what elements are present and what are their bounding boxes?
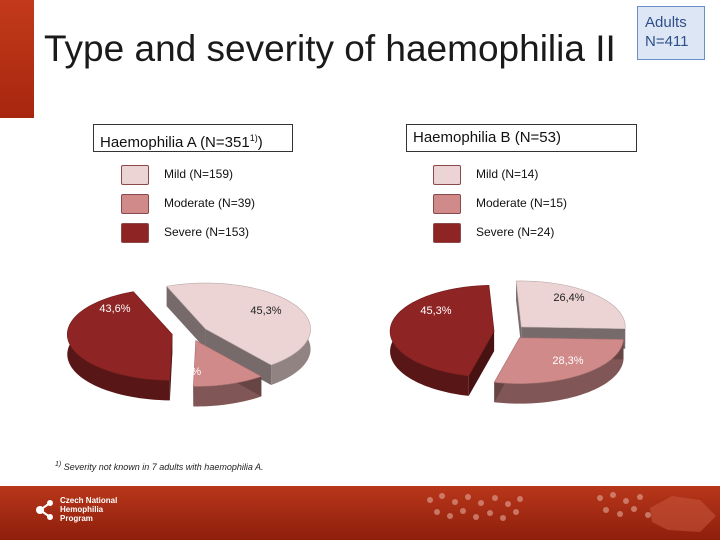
legend-label: Moderate (N=15) — [476, 196, 568, 210]
pie-chart-a: 45,3% 11,1% 43,6% — [66, 282, 311, 407]
chart-b-title: Haemophilia B (N=53) — [406, 124, 637, 152]
pie-slice — [515, 280, 626, 330]
pie-chart-b: 26,4% 28,3% 45,3% — [389, 280, 626, 404]
page-title: Type and severity of haemophilia II — [44, 28, 616, 69]
slice-label: 45,3% — [250, 305, 281, 317]
pie-slice — [193, 339, 263, 387]
logo-text: Czech National Hemophilia Program — [60, 496, 117, 523]
pie-slice-wall — [166, 286, 206, 350]
slice-label: 11,1% — [171, 366, 202, 378]
adults-count-box: Adults N=411 — [637, 6, 705, 60]
pie-slice — [166, 282, 311, 366]
chart-a-title-text: Haemophilia A (N=351 — [100, 134, 250, 151]
logo-line: Program — [60, 514, 93, 523]
pie-slice — [389, 285, 495, 377]
footer-decoration — [427, 492, 716, 532]
legend-label: Moderate (N=39) — [164, 196, 256, 210]
legend-label: Severe (N=24) — [476, 225, 555, 239]
slice-label: 45,3% — [420, 305, 451, 317]
adults-label: Adults — [645, 14, 687, 31]
swatch-severe — [433, 223, 461, 243]
swatch-moderate — [121, 194, 149, 214]
logo-icon — [36, 500, 53, 520]
footnote-marker: 1) — [55, 461, 62, 468]
pie-slice — [66, 291, 173, 381]
chart-b-title-text: Haemophilia B (N=53) — [413, 129, 561, 146]
footnote: 1) Severity not known in 7 adults with h… — [55, 461, 264, 472]
chart-a-title-sup: 1) — [249, 133, 258, 143]
legend-label: Mild (N=14) — [476, 167, 539, 181]
footer-bar — [0, 486, 720, 540]
logo-line: Czech National — [60, 496, 118, 505]
swatch-mild — [433, 165, 461, 185]
pie-charts: 45,3% 11,1% 43,6% 26,4% 28,3% 45,3% — [66, 280, 626, 407]
slice-label: 43,6% — [99, 303, 130, 315]
chart-a-title-end: ) — [257, 134, 263, 151]
pie-slice-wall — [468, 331, 495, 396]
corner-accent-bar — [0, 0, 34, 118]
adults-count: N=411 — [645, 33, 689, 50]
footnote-text: Severity not known in 7 adults with haem… — [61, 462, 264, 472]
pie-slice-wall — [516, 281, 522, 347]
slice-label: 26,4% — [553, 292, 584, 304]
swatch-mild — [121, 165, 149, 185]
pie-slice-side — [494, 339, 624, 404]
legend-label: Mild (N=159) — [164, 167, 234, 181]
swatch-severe — [121, 223, 149, 243]
slice-label: 28,3% — [552, 355, 583, 367]
pie-slice-wall — [205, 329, 272, 385]
pie-slice — [493, 337, 624, 384]
chart-a-title: Haemophilia A (N=3511)) — [93, 124, 293, 152]
swatch-moderate — [433, 194, 461, 214]
legend-label: Severe (N=153) — [164, 225, 250, 239]
logo-line: Hemophilia — [60, 505, 104, 514]
